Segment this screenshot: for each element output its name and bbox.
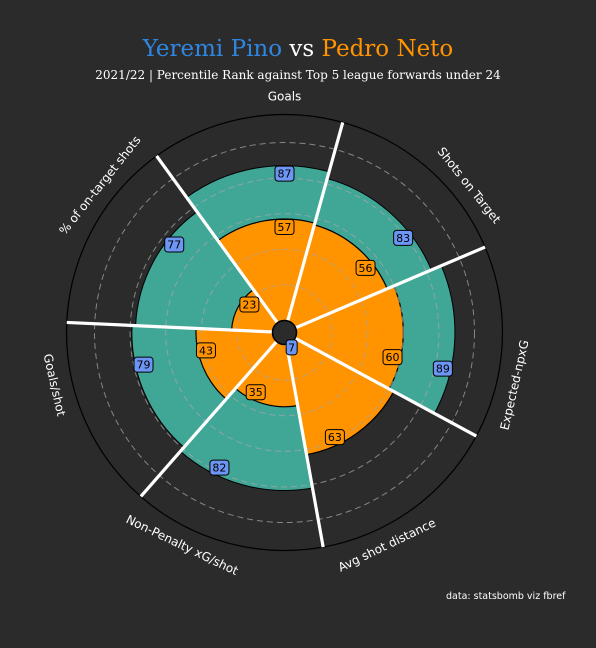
player-a-value: 77 <box>167 239 181 252</box>
player-b-value-box <box>382 349 403 366</box>
slice-divider <box>286 122 345 322</box>
slice-divider <box>139 340 278 498</box>
grid-ring <box>94 142 475 523</box>
player-b-value-box <box>324 429 345 446</box>
category-label: Non-Penalty xG/shot <box>124 512 241 578</box>
player-b-value: 43 <box>199 344 213 357</box>
chart-title: Yeremi Pino vs Pedro Neto <box>0 33 596 65</box>
category-label: Expected-npxG <box>498 339 532 432</box>
player-b-value-box <box>274 219 295 236</box>
slice-divider <box>66 320 273 334</box>
slice-divider <box>285 344 325 548</box>
slice-divider <box>294 336 478 438</box>
player-b-value: 23 <box>242 298 256 311</box>
chart-subtitle: 2021/22 | Percentile Rank against Top 5 … <box>95 68 501 82</box>
player-a-value-box <box>133 356 154 373</box>
radar-outer-ring <box>65 113 504 552</box>
player-a-value-box <box>393 229 414 246</box>
player-a-value-box <box>164 236 185 253</box>
player-b-value: 60 <box>386 351 400 364</box>
player-b-value: 63 <box>328 431 342 444</box>
player-b-value: 56 <box>359 262 373 275</box>
grid-ring <box>200 248 369 417</box>
player-a-value: 82 <box>212 462 226 475</box>
player-a-value-box <box>209 459 230 476</box>
player-b-value-box <box>245 384 266 401</box>
grid-ring <box>129 177 440 488</box>
radar-center <box>271 319 298 346</box>
player-a-value: 89 <box>436 363 450 376</box>
category-label: Goals/shot <box>41 352 69 417</box>
category-label: Goals <box>268 90 302 104</box>
slice-divider <box>155 155 279 324</box>
player-a-value-box <box>432 360 453 377</box>
player-b-value: 35 <box>249 386 263 399</box>
grid-ring <box>236 284 333 381</box>
slice-divider <box>294 245 486 330</box>
player-a-value-box <box>274 165 295 182</box>
player-a-value: 87 <box>278 168 292 181</box>
title-player-a: Yeremi Pino <box>142 36 283 62</box>
player-a-value: 7 <box>288 341 295 354</box>
player-a-value: 79 <box>137 359 151 372</box>
player-b-value-box <box>195 342 216 359</box>
player-b-value-box <box>239 296 260 313</box>
title-player-b: Pedro Neto <box>321 36 454 62</box>
player-b-value: 57 <box>278 221 292 234</box>
title-vs: vs <box>289 36 315 62</box>
grid-ring <box>165 213 404 452</box>
player-a-value-box <box>285 339 298 356</box>
data-credit: data: statsbomb viz fbref <box>446 591 566 602</box>
player-b-value-box <box>355 259 376 276</box>
player-a-value: 83 <box>396 232 410 245</box>
